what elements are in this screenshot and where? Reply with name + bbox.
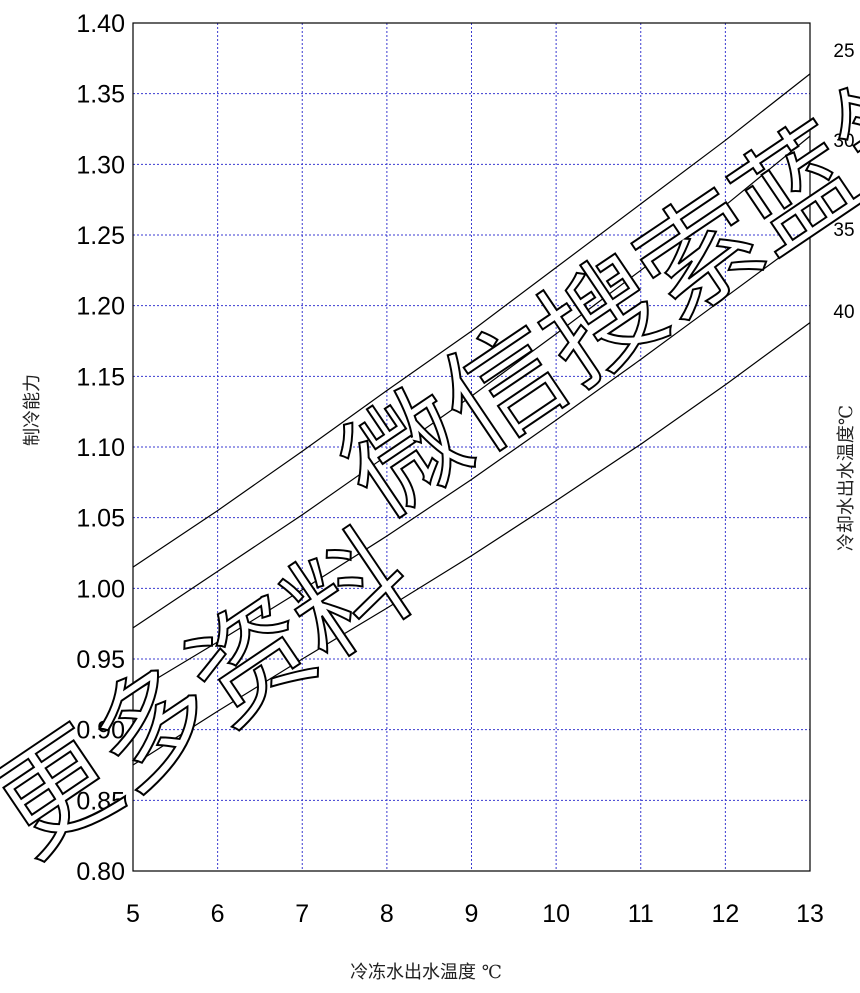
series-labels: 25 30 35 40 xyxy=(833,41,854,323)
y-tick-label: 1.35 xyxy=(76,81,125,109)
y-tick-label: 1.00 xyxy=(76,575,125,603)
series-label-30: 30 xyxy=(833,131,854,152)
series-lines xyxy=(132,73,811,766)
x-tick-label: 9 xyxy=(465,900,479,928)
x-tick-label: 10 xyxy=(542,900,570,928)
y-tick-label: 0.90 xyxy=(76,717,125,745)
y-tick-label: 1.05 xyxy=(76,505,125,533)
y-tick-label: 1.40 xyxy=(76,10,125,38)
legend-title: 冷却水出水温度℃ xyxy=(836,405,857,551)
series-line-30 xyxy=(132,135,811,629)
series-line-35 xyxy=(132,234,811,694)
x-axis-title: 冷冻水出水温度 ℃ xyxy=(350,962,502,983)
series-line-25 xyxy=(132,73,811,568)
series-line-40 xyxy=(132,322,811,766)
y-tick-label: 1.10 xyxy=(76,434,125,462)
grid xyxy=(133,23,810,871)
y-tick-label: 1.15 xyxy=(76,363,125,391)
x-tick-label: 7 xyxy=(295,900,309,928)
x-tick-label: 6 xyxy=(211,900,225,928)
y-axis-ticks: 1.40 1.35 1.30 1.25 1.20 1.15 1.10 1.05 1.00 0.95… xyxy=(76,10,125,886)
x-tick-label: 12 xyxy=(711,900,739,928)
x-axis-ticks: 5 6 7 8 9 10 11 12 13 xyxy=(126,900,824,928)
y-tick-label: 0.95 xyxy=(76,646,125,674)
y-tick-label: 1.20 xyxy=(76,293,125,321)
y-tick-label: 1.30 xyxy=(76,151,125,179)
x-tick-label: 11 xyxy=(628,900,654,928)
y-tick-label: 0.80 xyxy=(76,858,125,886)
series-label-35: 35 xyxy=(833,220,854,241)
y-tick-label: 1.25 xyxy=(76,222,125,250)
series-label-25: 25 xyxy=(833,41,854,62)
y-tick-label: 0.85 xyxy=(76,787,125,815)
y-axis-title: 制冷能力 xyxy=(22,374,43,446)
series-label-40: 40 xyxy=(833,302,854,323)
x-tick-label: 13 xyxy=(796,900,824,928)
plot-frame xyxy=(132,22,811,872)
x-tick-label: 5 xyxy=(126,900,140,928)
x-tick-label: 8 xyxy=(380,900,394,928)
